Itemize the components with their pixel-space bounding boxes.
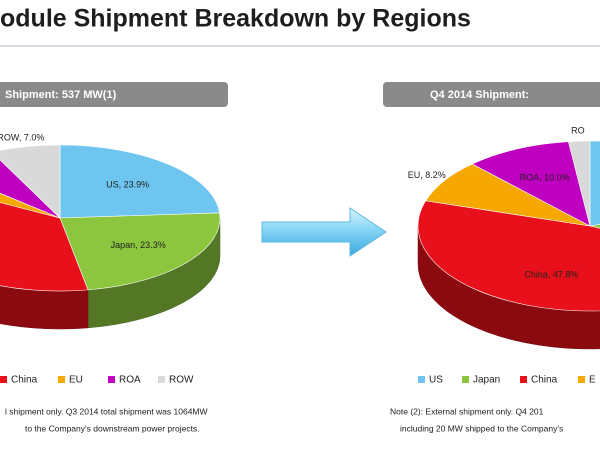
legend-label: ROA bbox=[119, 375, 141, 386]
slice-side bbox=[417, 225, 600, 350]
pie-slice bbox=[417, 200, 600, 350]
legend-label: ROW bbox=[169, 375, 194, 386]
pie-slice bbox=[0, 202, 89, 330]
data-label: RO bbox=[571, 125, 585, 135]
data-label: EU, 8.2% bbox=[408, 170, 446, 180]
legend-label: China bbox=[531, 375, 558, 386]
pie-slice bbox=[589, 224, 600, 229]
panel-header-text: Shipment: 537 MW(1) bbox=[5, 89, 117, 101]
panel-header bbox=[383, 82, 600, 107]
slice-top bbox=[568, 140, 591, 227]
legend-swatch bbox=[108, 376, 115, 383]
pie-slice bbox=[471, 141, 591, 227]
panel-header bbox=[0, 82, 228, 107]
data-label: Japan, 23.3% bbox=[111, 240, 166, 250]
data-label: ROA, 10.0% bbox=[520, 173, 570, 183]
footnote: Note (2): External shipment only. Q4 201 bbox=[390, 406, 544, 416]
transition-arrow bbox=[261, 207, 387, 257]
legend-label: China bbox=[11, 375, 38, 386]
legend-label: E bbox=[589, 375, 596, 386]
pie-slice bbox=[59, 212, 221, 329]
slice-side bbox=[0, 285, 89, 330]
slice-top bbox=[425, 163, 591, 227]
legend-label: US bbox=[429, 375, 443, 386]
legend-label: EU bbox=[69, 375, 83, 386]
legend-swatch bbox=[418, 376, 425, 383]
slice-top bbox=[0, 144, 61, 219]
slice-top bbox=[589, 140, 600, 227]
data-label: US, 23.9% bbox=[106, 179, 149, 189]
legend-swatch bbox=[520, 376, 527, 383]
footnote: to the Company's downstream power projec… bbox=[25, 423, 200, 433]
footnote: l shipment only. Q3 2014 total shipment … bbox=[5, 406, 208, 416]
slice-top bbox=[59, 144, 220, 219]
data-label: China, 47.8% bbox=[524, 269, 578, 279]
legend-swatch bbox=[158, 376, 165, 383]
footnote: including 20 MW shipped to the Company's bbox=[400, 423, 563, 433]
pie-slice bbox=[425, 163, 591, 227]
slice-top bbox=[0, 202, 89, 292]
slice-top bbox=[589, 224, 600, 229]
pie-slice bbox=[589, 140, 600, 227]
pie-slice bbox=[568, 140, 591, 227]
slice-top bbox=[471, 141, 591, 227]
panel-header-text: Q4 2014 Shipment: bbox=[430, 89, 529, 101]
legend-swatch bbox=[0, 376, 7, 383]
pie-slice bbox=[59, 144, 220, 219]
pie-slice bbox=[0, 144, 61, 219]
slice-top bbox=[417, 200, 600, 312]
slice-top bbox=[59, 212, 221, 291]
data-label: ROW, 7.0% bbox=[0, 133, 44, 143]
legend-label: Japan bbox=[473, 375, 500, 386]
page-title: odule Shipment Breakdown by Regions bbox=[0, 5, 471, 33]
legend-swatch bbox=[58, 376, 65, 383]
legend-swatch bbox=[462, 376, 469, 383]
legend-swatch bbox=[578, 376, 585, 383]
